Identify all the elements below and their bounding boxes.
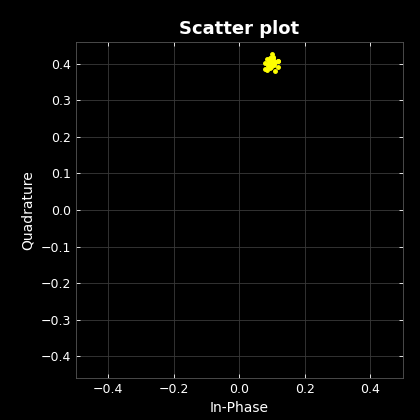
X-axis label: In-Phase: In-Phase — [210, 402, 269, 415]
Channel 1 — [269, 51, 274, 56]
Channel 1 — [271, 55, 276, 60]
Channel 1 — [266, 62, 271, 67]
Channel 1 — [272, 62, 277, 67]
Channel 1 — [266, 58, 271, 63]
Line: Channel 1: Channel 1 — [261, 50, 282, 74]
Channel 1 — [265, 63, 270, 68]
Channel 1 — [263, 66, 268, 71]
Channel 1 — [268, 55, 273, 60]
Channel 1 — [272, 60, 277, 65]
Channel 1 — [270, 63, 275, 68]
Channel 1 — [267, 58, 272, 63]
Channel 1 — [268, 55, 273, 60]
Channel 1 — [264, 57, 269, 62]
Channel 1 — [270, 55, 275, 60]
Channel 1 — [276, 59, 281, 64]
Channel 1 — [276, 58, 281, 63]
Channel 1 — [270, 60, 276, 65]
Channel 1 — [268, 56, 273, 61]
Channel 1 — [269, 65, 274, 70]
Channel 1 — [269, 61, 274, 66]
Channel 1 — [268, 66, 273, 71]
Channel 1 — [276, 64, 281, 69]
Channel 1 — [262, 61, 267, 66]
Channel 1 — [271, 61, 276, 66]
Channel 1 — [273, 68, 278, 73]
Channel 1 — [264, 67, 269, 72]
Channel 1 — [268, 59, 273, 64]
Channel 1 — [272, 59, 277, 64]
Y-axis label: Quadrature: Quadrature — [21, 170, 35, 250]
Channel 1 — [269, 56, 274, 61]
Title: Scatter plot: Scatter plot — [179, 20, 299, 38]
Channel 1 — [268, 63, 273, 68]
